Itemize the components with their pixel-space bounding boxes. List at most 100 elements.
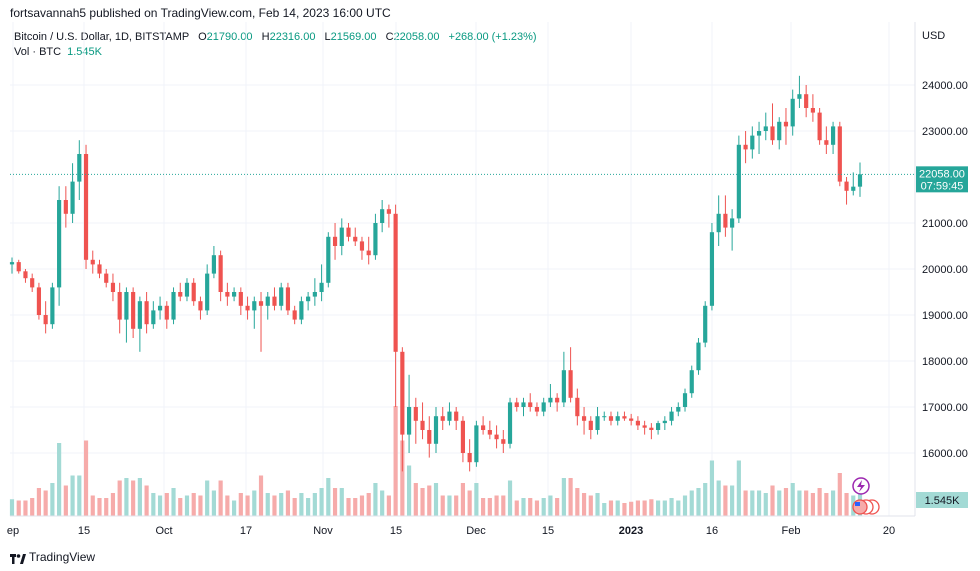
volume-bar	[595, 493, 600, 516]
candles	[9, 75, 863, 472]
volume-bar	[400, 440, 405, 516]
volume-bar	[830, 490, 836, 516]
candle-body	[393, 213, 398, 352]
us-flag-icon[interactable]	[852, 499, 880, 515]
candle-body	[595, 416, 600, 430]
volume-bar	[528, 498, 533, 516]
candle-body	[30, 278, 35, 288]
candle-body	[507, 402, 513, 444]
candle-body	[602, 416, 607, 418]
candle-body	[83, 154, 89, 260]
volume-bar	[656, 500, 661, 516]
volume-bar	[756, 490, 762, 516]
volume-bar	[406, 465, 412, 516]
candle-body	[171, 292, 176, 320]
volume-bar	[467, 490, 472, 516]
volume-bar	[292, 498, 297, 516]
candle-body	[770, 126, 775, 141]
candle-body	[642, 425, 647, 428]
volume-bar	[104, 498, 109, 516]
volume-bar	[676, 500, 681, 516]
volume-bar	[454, 495, 459, 516]
candle-body	[817, 112, 822, 141]
volume-bar	[521, 498, 526, 516]
candle-body	[144, 301, 149, 325]
volume-bar	[716, 480, 721, 516]
candle-body	[238, 292, 243, 306]
candle-body	[501, 439, 506, 444]
volume-label[interactable]: Vol · BTC	[14, 46, 62, 58]
volume-bar	[555, 498, 560, 516]
volume-bar	[306, 498, 311, 516]
price-tick-label: 19000.00	[922, 310, 968, 322]
candle-body	[730, 218, 735, 228]
candle-body	[656, 423, 661, 430]
candle-body	[763, 126, 768, 131]
candle-body	[285, 287, 291, 311]
lightning-icon[interactable]	[852, 477, 870, 495]
candle-body	[824, 140, 829, 145]
volume-bar	[474, 483, 479, 516]
time-tick-label: 15	[542, 525, 554, 537]
candle-body	[797, 94, 802, 99]
volume-bar	[561, 478, 566, 516]
volume-bar	[514, 500, 519, 516]
volume-bar	[817, 488, 822, 516]
volume-bar	[494, 495, 499, 516]
candle-body	[265, 296, 270, 306]
volume-badge-text: 1.545K	[925, 495, 961, 507]
time-tick-label: 16	[706, 525, 718, 537]
candle-body	[117, 292, 122, 320]
candle-body	[682, 393, 688, 407]
candle-body	[851, 186, 856, 191]
volume-bar	[117, 480, 122, 516]
candle-body	[57, 200, 62, 288]
volume-bar	[151, 493, 156, 516]
volume-bar	[198, 495, 203, 516]
volume-bar	[689, 490, 694, 516]
symbol-title[interactable]: Bitcoin / U.S. Dollar, 1D, BITSTAMP	[14, 31, 190, 43]
candle-body	[104, 273, 109, 283]
candle-body	[211, 255, 216, 274]
candle-body	[830, 126, 836, 145]
volume-bar	[205, 480, 210, 516]
last-price-badge: 22058.00 07:59:45	[916, 166, 968, 193]
volume-bar	[696, 488, 701, 516]
volume-bar	[743, 490, 748, 516]
low-label: L	[324, 31, 331, 43]
volume-bar	[70, 475, 75, 516]
volume-bar	[137, 478, 142, 516]
candle-body	[137, 301, 142, 329]
candle-body	[366, 250, 371, 256]
volume-bar	[218, 480, 223, 516]
candle-body	[629, 418, 634, 421]
price-tick-label: 23000.00	[922, 126, 968, 138]
volume-bar	[682, 495, 688, 516]
currency-label: USD	[922, 30, 946, 42]
candle-body	[514, 402, 519, 407]
volume-bar	[131, 480, 136, 516]
volume-bar	[359, 495, 365, 516]
candle-body	[837, 126, 842, 182]
candle-body	[332, 236, 338, 246]
time-tick-label: Feb	[782, 525, 801, 537]
candle-body	[440, 416, 445, 421]
candle-body	[50, 287, 55, 325]
tradingview-logo[interactable]: TradingView	[10, 550, 95, 564]
volume-bar	[481, 498, 486, 516]
time-tick-label: Oct	[155, 525, 172, 537]
volume-bar	[225, 495, 230, 516]
volume-bar	[433, 483, 439, 516]
candle-body	[157, 305, 163, 311]
volume-bar	[184, 495, 190, 516]
volume-bar	[575, 488, 580, 516]
candle-body	[400, 351, 405, 435]
grid-lines	[10, 22, 915, 516]
countdown-text: 07:59:45	[921, 180, 964, 192]
candle-body	[232, 292, 237, 297]
candle-body	[413, 407, 418, 421]
candle-body	[90, 259, 95, 265]
volume-bar	[23, 500, 28, 516]
